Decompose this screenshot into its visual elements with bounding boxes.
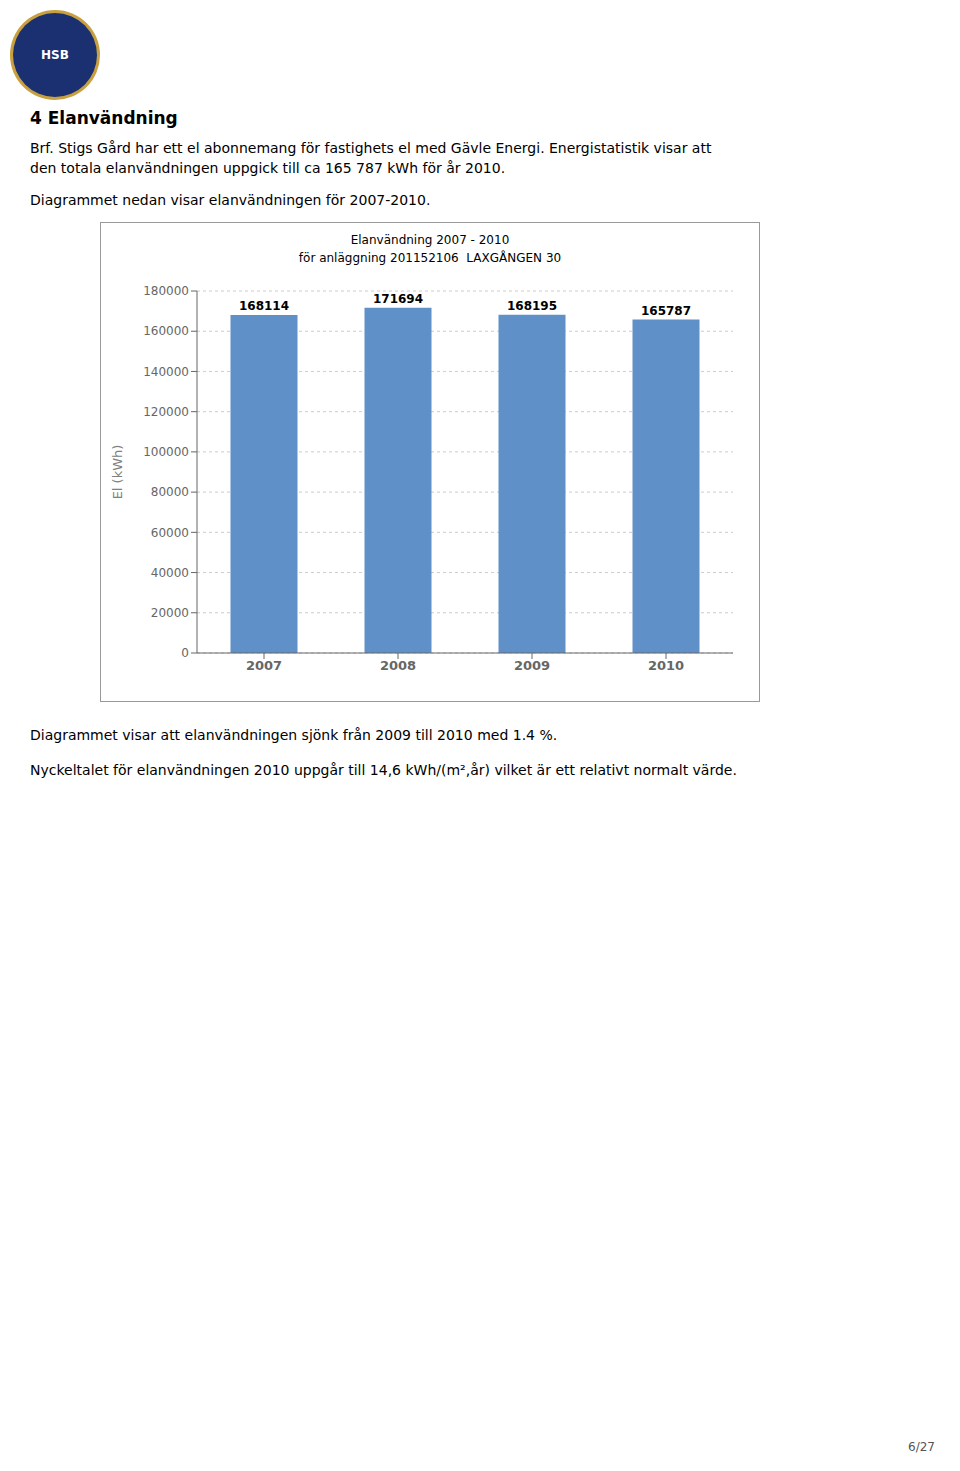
- svg-text:165787: 165787: [641, 304, 691, 318]
- svg-text:171694: 171694: [373, 292, 423, 306]
- svg-text:168114: 168114: [239, 299, 289, 313]
- svg-text:2008: 2008: [380, 658, 416, 673]
- html-text:4 Elanvändning: 4 Elanvändning: [30, 108, 178, 128]
- html-text:Brf. Stigs Gård har ett el abo: Brf. Stigs Gård har ett el abonnemang fö…: [30, 140, 712, 156]
- html-text:HSB: HSB: [41, 48, 69, 62]
- html-text:Nyckeltalet för elanvändningen: Nyckeltalet för elanvändningen 2010 uppg…: [30, 762, 737, 778]
- svg-text:20000: 20000: [151, 606, 189, 620]
- html-text:Elanvändning 2007 - 2010: Elanvändning 2007 - 2010: [350, 233, 510, 247]
- svg-text:2007: 2007: [246, 658, 282, 673]
- svg-text:El (kWh): El (kWh): [110, 445, 125, 500]
- svg-text:2009: 2009: [514, 658, 550, 673]
- svg-text:160000: 160000: [143, 324, 189, 338]
- svg-text:168195: 168195: [507, 299, 557, 313]
- svg-text:120000: 120000: [143, 405, 189, 419]
- html-text:Diagrammet nedan visar elanvän: Diagrammet nedan visar elanvändningen fö…: [30, 192, 431, 208]
- svg-text:60000: 60000: [151, 526, 189, 540]
- html-text:6/27: 6/27: [908, 1440, 935, 1454]
- svg-text:2010: 2010: [648, 658, 684, 673]
- svg-text:180000: 180000: [143, 284, 189, 298]
- svg-text:40000: 40000: [151, 566, 189, 580]
- html-text:den totala elanvändningen uppg: den totala elanvändningen uppgick till c…: [30, 160, 506, 176]
- html-text:för anläggning 201152106 LAXGÅ: för anläggning 201152106 LAXGÅNGEN 30: [298, 251, 562, 265]
- svg-text:80000: 80000: [151, 485, 189, 499]
- svg-text:0: 0: [181, 646, 189, 660]
- html-text:Diagrammet visar att elanvändn: Diagrammet visar att elanvändningen sjön…: [30, 727, 558, 743]
- svg-text:140000: 140000: [143, 365, 189, 379]
- svg-text:100000: 100000: [143, 445, 189, 459]
